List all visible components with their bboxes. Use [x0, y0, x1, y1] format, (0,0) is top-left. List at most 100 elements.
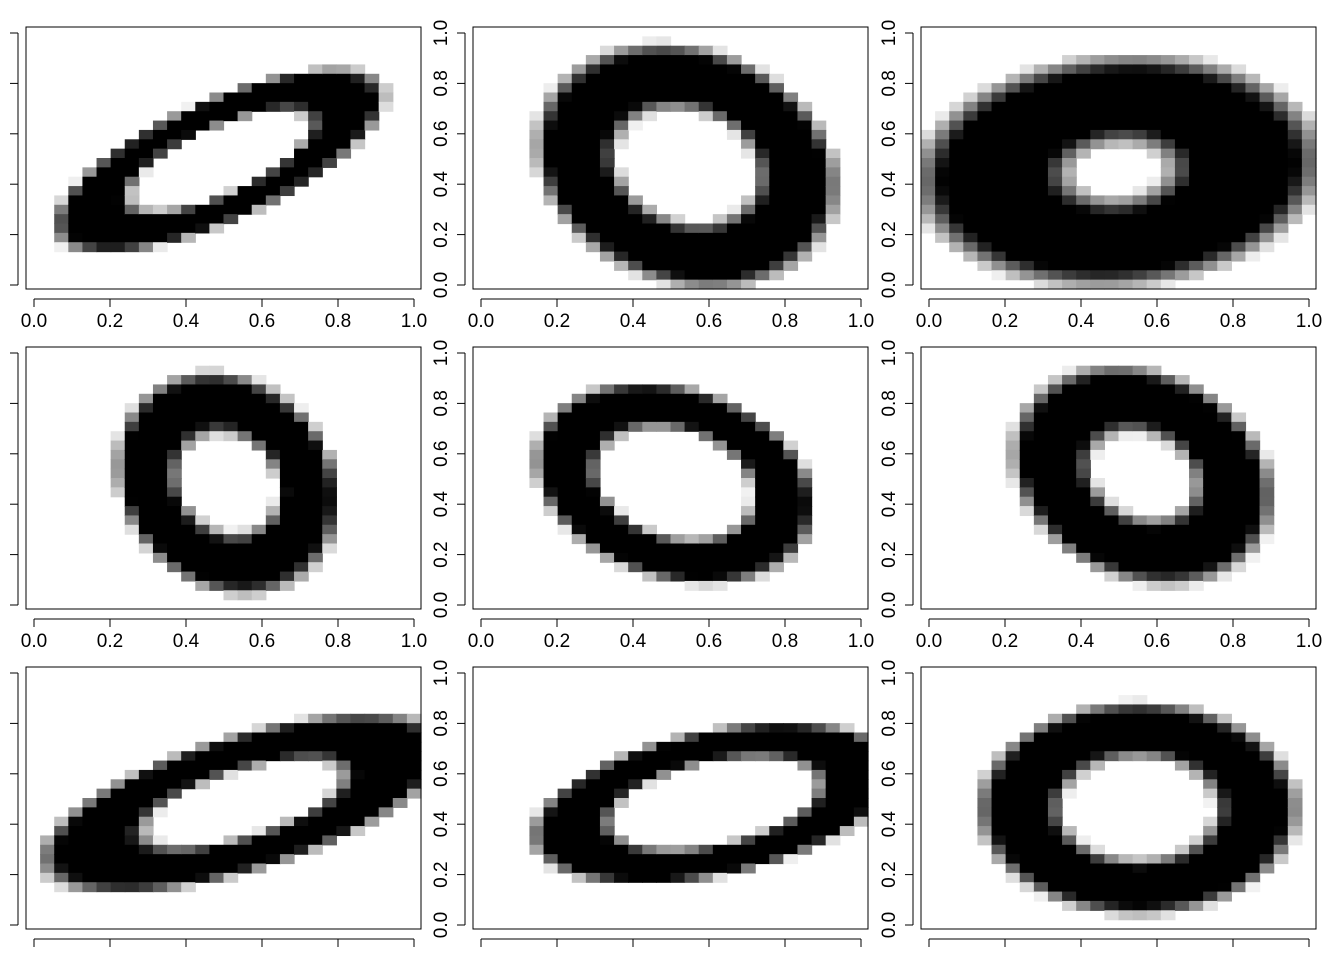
pixel — [741, 440, 756, 451]
pixel — [755, 478, 770, 488]
pixel — [628, 854, 643, 865]
pixel — [963, 186, 979, 197]
pixel — [1062, 732, 1077, 743]
pixel — [1217, 148, 1232, 159]
pixel — [237, 403, 253, 414]
pixel — [1019, 496, 1035, 507]
pixel — [110, 487, 126, 498]
pixel — [82, 863, 98, 874]
pixel — [167, 421, 182, 432]
pixel — [1132, 723, 1148, 734]
pixel — [237, 760, 253, 771]
pixel — [599, 242, 615, 253]
pixel — [1047, 891, 1063, 902]
pixel — [1203, 779, 1218, 790]
pixel — [698, 45, 714, 56]
pixel — [1118, 129, 1134, 140]
pixel — [585, 403, 601, 414]
pixel — [1160, 723, 1176, 734]
pixel — [1287, 195, 1303, 206]
pixel — [1132, 580, 1148, 591]
pixel — [406, 751, 422, 762]
pixel — [1062, 111, 1077, 122]
pixel — [1203, 92, 1218, 103]
pixel — [378, 92, 394, 103]
pixel — [853, 741, 869, 752]
pixel — [642, 242, 657, 253]
pixel — [1174, 524, 1190, 535]
pixel — [1189, 204, 1204, 215]
pixel — [1217, 562, 1232, 573]
pixel — [628, 412, 643, 423]
pixel — [811, 242, 827, 253]
y-tick-label: 1.0 — [431, 660, 452, 686]
pixel — [308, 478, 323, 488]
pixel — [1203, 835, 1218, 846]
pixel — [557, 807, 573, 818]
pixel — [769, 92, 784, 103]
pixel — [110, 148, 126, 159]
pixel — [138, 506, 154, 517]
pixel — [152, 769, 168, 780]
pixel — [336, 798, 352, 808]
pixel — [642, 393, 657, 404]
pixel — [124, 872, 140, 883]
pixel — [977, 129, 993, 140]
pixel — [1287, 807, 1303, 818]
pixel — [322, 741, 337, 752]
pixel — [825, 779, 841, 790]
pixel — [1146, 863, 1162, 874]
pixel — [1076, 534, 1091, 545]
pixel — [571, 111, 587, 122]
pixel — [726, 251, 742, 262]
pixel — [265, 186, 281, 197]
pixel — [1005, 251, 1021, 262]
pixel — [769, 431, 784, 442]
pixel — [152, 487, 168, 498]
pixel — [1090, 120, 1105, 131]
pixel — [543, 459, 559, 470]
pixel — [251, 195, 267, 206]
pixel — [726, 64, 742, 75]
pixel — [543, 195, 559, 206]
pixel — [1104, 431, 1120, 442]
x-tick-label: 0.6 — [249, 631, 275, 652]
pixel — [769, 167, 784, 178]
pixel — [783, 120, 799, 131]
pixel — [571, 506, 587, 517]
pixel — [1076, 195, 1091, 206]
pixel — [1047, 872, 1063, 883]
pixel — [684, 279, 700, 290]
pixel — [1174, 449, 1190, 460]
pixel — [1132, 139, 1148, 150]
pixel — [364, 788, 380, 799]
pixel — [1245, 543, 1261, 554]
pixel — [628, 214, 643, 225]
pixel — [265, 723, 281, 734]
pixel — [670, 279, 686, 290]
pixel — [1231, 515, 1247, 526]
pixel — [1104, 571, 1120, 582]
pixel — [167, 882, 182, 893]
pixel — [1245, 214, 1261, 225]
pixel — [1231, 826, 1247, 837]
pixel — [223, 571, 239, 582]
pixel — [237, 421, 253, 432]
pixel — [741, 421, 756, 432]
pixel — [294, 111, 309, 122]
pixel — [741, 468, 756, 479]
pixel — [195, 403, 210, 414]
pixel — [585, 440, 601, 451]
pixel — [124, 816, 140, 827]
pixel — [1160, 872, 1176, 883]
pixel — [698, 854, 714, 865]
pixel — [364, 760, 380, 771]
pixel — [237, 863, 253, 874]
pixel — [1160, 279, 1176, 290]
pixel — [684, 421, 700, 432]
pixel — [1203, 788, 1218, 799]
pixel — [656, 223, 672, 234]
pixel — [1076, 732, 1091, 743]
pixel — [543, 421, 559, 432]
pixel — [209, 562, 225, 573]
